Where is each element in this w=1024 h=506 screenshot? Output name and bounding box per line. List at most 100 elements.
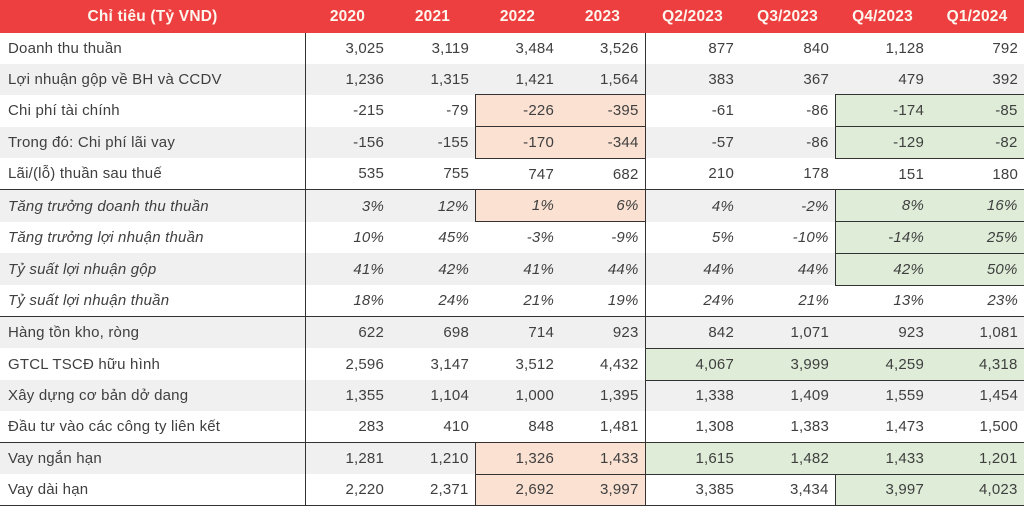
row-label: Tăng trưởng doanh thu thuần [0, 189, 306, 222]
value-cell: 5% [711, 228, 734, 246]
table-row: Xây dựng cơ bản dở dang 1,355 1,104 1,000 1,… [0, 380, 1024, 412]
value-cell: 3,997 [834, 473, 930, 506]
value-cell: -395 [560, 94, 646, 128]
value-cell: 923 [835, 316, 930, 349]
value-cell: 923 [560, 316, 646, 349]
value-cell: 44% [560, 253, 646, 285]
row-label: Xây dựng cơ bản dở dang [0, 380, 306, 412]
period-header-cell: 2023 [560, 0, 645, 33]
value-cell: 2,371 [390, 474, 475, 506]
value-cell: 3% [305, 189, 390, 222]
value-cell: 1,281 [305, 441, 390, 475]
value-cell: 4,259 [835, 347, 930, 381]
value-cell: -215 [353, 102, 384, 120]
table-row: Lợi nhuận gộp về BH và CCDV 1,236 1,315 1,4… [0, 63, 1024, 95]
value-cell: 877 [708, 39, 734, 57]
value-cell: 4,023 [930, 473, 1024, 506]
period-header-cell: 2021 [390, 0, 475, 33]
table-row: Tỷ suất lợi nhuận thuần 18% 24% 21% 19% 24% 21… [0, 285, 1024, 317]
value-cell: -82 [930, 126, 1024, 159]
value-cell: -156 [353, 133, 384, 151]
value-cell: 1,433 [835, 441, 930, 475]
value-cell: 1,355 [345, 387, 384, 405]
value-cell: 2,220 [305, 474, 390, 506]
value-cell: -61 [711, 102, 734, 120]
value-cell: -3% [526, 229, 554, 247]
value-cell: 1,559 [885, 387, 924, 405]
value-cell: -57 [711, 133, 734, 151]
value-cell: 1,128 [885, 39, 924, 57]
value-cell: 1,421 [515, 70, 554, 88]
value-cell: 21% [798, 292, 829, 310]
value-cell: -170 [474, 126, 560, 159]
value-cell: 755 [443, 165, 469, 183]
value-cell: 3,119 [431, 39, 469, 57]
value-cell: 44% [703, 260, 734, 278]
value-cell: 23% [987, 292, 1018, 310]
table-row: Tỷ suất lợi nhuận gộp 41% 42% 41% 44% 44% 44% 4… [0, 252, 1024, 286]
value-cell: 6% [560, 189, 646, 223]
value-cell: -155 [437, 133, 469, 151]
value-cell: 13% [893, 292, 924, 310]
row-label: Trong đó: Chi phí lãi vay [0, 126, 306, 159]
value-cell: -85 [930, 94, 1024, 128]
value-cell: 410 [443, 418, 469, 436]
value-cell: 41% [523, 260, 554, 278]
value-cell: 1,326 [474, 441, 560, 475]
table-row: Vay ngắn hạn 1,281 1,210 1,326 1,433 1,615 1,4… [0, 441, 1024, 475]
value-cell: 1,315 [430, 70, 469, 88]
period-header-cell: 2020 [305, 0, 390, 33]
row-label: Lợi nhuận gộp về BH và CCDV [0, 63, 306, 95]
value-cell: -14% [834, 221, 930, 254]
value-cell: 1% [474, 189, 560, 223]
value-cell: -86 [806, 133, 829, 151]
value-cell: 1,500 [979, 418, 1018, 436]
value-cell: 8% [834, 189, 930, 223]
period-header-cell: Q2/2023 [645, 0, 740, 33]
table-row: Vay dài hạn 2,220 2,371 2,692 3,997 3,385 3,43… [0, 473, 1024, 506]
table-row: Hàng tồn kho, ròng 622 698 714 923 842 1,071 92… [0, 316, 1024, 349]
row-label: Tăng trưởng lợi nhuận thuần [0, 221, 306, 254]
value-cell: 42% [438, 260, 469, 278]
row-label: Lãi/(lỗ) thuần sau thuế [0, 158, 306, 190]
value-cell: 2,596 [345, 355, 384, 373]
value-cell: 19% [560, 285, 646, 317]
value-cell: 1,081 [930, 316, 1024, 349]
value-cell: 1,201 [930, 441, 1024, 475]
table-row: Đầu tư vào các công ty liên kết 283 410 848… [0, 411, 1024, 443]
value-cell: 41% [353, 260, 384, 278]
value-cell: 479 [898, 70, 924, 88]
value-cell: 1,104 [430, 387, 469, 405]
value-cell: 12% [390, 189, 475, 222]
value-cell: -226 [474, 94, 560, 128]
row-label: Tỷ suất lợi nhuận thuần [0, 285, 306, 317]
value-cell: 3,025 [345, 39, 384, 57]
table-body: Doanh thu thuần 3,025 3,119 3,484 3,526 877 84… [0, 33, 1024, 506]
value-cell: 178 [803, 165, 829, 183]
table-row: Doanh thu thuần 3,025 3,119 3,484 3,526 877 84… [0, 33, 1024, 64]
value-cell: 45% [438, 228, 469, 246]
row-label: Vay dài hạn [0, 474, 306, 506]
value-cell: 392 [992, 70, 1018, 88]
value-cell: 42% [834, 252, 930, 286]
value-cell: -129 [834, 126, 930, 159]
table-row: Lãi/(lỗ) thuần sau thuế 535 755 747 682 210 17… [0, 158, 1024, 190]
value-cell: 367 [803, 70, 829, 88]
period-header-cell: Q1/2024 [930, 0, 1024, 33]
value-cell: 1,210 [390, 441, 475, 475]
indicator-header-cell: Chỉ tiêu (Tỷ VND) [0, 0, 305, 33]
value-cell: 4,067 [644, 347, 740, 381]
row-label: Doanh thu thuần [0, 33, 306, 64]
value-cell: 3,484 [515, 39, 554, 57]
value-cell: 383 [708, 70, 734, 88]
value-cell: 210 [708, 165, 734, 183]
value-cell: 180 [992, 165, 1018, 183]
value-cell: -79 [446, 102, 469, 120]
value-cell: 283 [358, 418, 384, 436]
value-cell: -9% [560, 221, 646, 254]
value-cell: 1,071 [740, 316, 835, 349]
table-row: Tăng trưởng doanh thu thuần 3% 12% 1% 6% 4% -2… [0, 189, 1024, 223]
value-cell: 4,432 [560, 348, 646, 381]
value-cell: 535 [358, 165, 384, 183]
value-cell: 44% [797, 260, 829, 278]
